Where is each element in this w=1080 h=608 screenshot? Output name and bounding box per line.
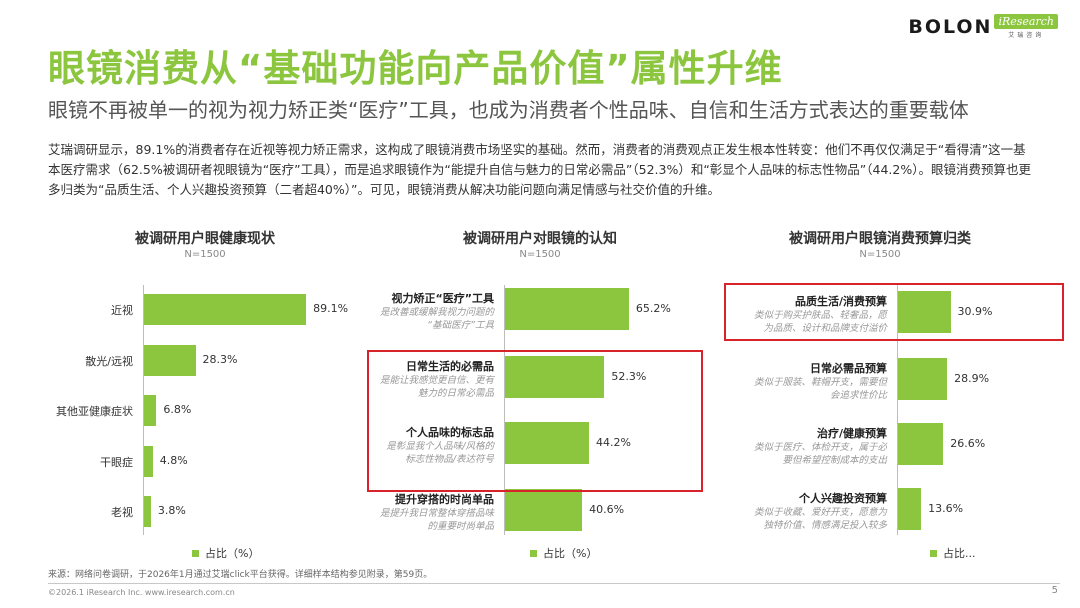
chart2-title: 被调研用户对眼镜的认知 xyxy=(463,231,617,247)
chart3-description-line: 会追求性价比 xyxy=(829,390,887,401)
chart2-legend: 占比（%） xyxy=(530,545,597,561)
chart3-title: 被调研用户眼镜消费预算归类 xyxy=(789,231,971,247)
chart1-category-label: 散光/远视 xyxy=(85,355,133,368)
chart1-value-label: 6.8% xyxy=(163,403,192,416)
chart3-value-label: 28.9% xyxy=(954,372,990,385)
chart2-description-line: 魅力的日常必需品 xyxy=(417,388,494,399)
intro-paragraph: 艾瑞调研显示，89.1%的消费者存在近视等视力矫正需求，这构成了眼镜消费市场坚实… xyxy=(48,142,1031,197)
footer-divider xyxy=(48,583,1060,584)
page-number: 5 xyxy=(1051,585,1058,596)
partner-logo: iResearch 艾瑞咨询 xyxy=(994,14,1058,39)
source-note: 来源：网络问卷调研，于2026年1月通过艾瑞click平台获得。详细样本结构参见… xyxy=(48,570,433,580)
chart3-category-description: 类似于服装、鞋帽开支，需要但会追求性价比 xyxy=(754,376,887,402)
chart3-description-line: 类似于医疗、体检开支，属于必 xyxy=(753,442,887,453)
chart1-axis xyxy=(143,285,144,535)
chart2-axis xyxy=(504,285,505,535)
chart1-legend-swatch xyxy=(192,549,199,557)
chart1-value-label: 28.3% xyxy=(202,353,238,366)
chart2-category-description: 是彰显我个人品味/风格的标志性物品/表达符号 xyxy=(386,440,494,466)
chart1-bar xyxy=(144,394,157,426)
chart2-category-label: 提升穿搭的时尚单品 xyxy=(395,493,494,506)
chart2-category-label: 个人品味的标志品 xyxy=(406,426,494,439)
chart1-value-label: 89.1% xyxy=(313,302,349,315)
chart2-description-line: 是改善或缓解我视力问题的 xyxy=(379,307,494,318)
chart2-legend-label: 占比（%） xyxy=(543,547,598,560)
chart2-category-description: 是能让我感觉更自信、更有魅力的日常必需品 xyxy=(380,374,494,400)
chart1-bar xyxy=(144,344,196,376)
chart2-category-label: 视力矫正“医疗”工具 xyxy=(391,292,494,305)
chart3-description-line: 独特价值、情感满足投入较多 xyxy=(763,520,887,531)
chart2-value-label: 52.3% xyxy=(611,370,647,383)
chart3-axis xyxy=(897,285,898,535)
chart2-value-label: 44.2% xyxy=(595,436,631,449)
chart2-description-line: 标志性物品/表达符号 xyxy=(405,454,494,465)
chart3-description-line: 类似于购买护肤品、轻奢品，愿 xyxy=(753,310,887,321)
chart2-category-description: 是改善或缓解我视力问题的 “基础医疗”工具 xyxy=(380,306,494,332)
partner-name-cn: 艾瑞咨询 xyxy=(1008,32,1045,39)
chart1-legend: 占比（%） xyxy=(192,545,259,561)
partner-name: iResearch xyxy=(994,14,1058,29)
chart3-category-label: 日常必需品预算 xyxy=(810,362,887,375)
chart2-bar xyxy=(505,356,605,398)
chart1-bar xyxy=(144,445,153,477)
page-title: 眼镜消费从“基础功能向产品价值”属性升维 xyxy=(48,47,783,90)
chart3-description-line: 类似于收藏、爱好开支，愿意为 xyxy=(753,507,887,518)
chart3-category-description: 类似于收藏、爱好开支，愿意为独特价值、情感满足投入较多 xyxy=(754,506,887,532)
page-subtitle: 眼镜不再被单一的视为视力矫正类“医疗”工具，也成为消费者个性品味、自信和生活方式… xyxy=(48,98,969,122)
copyright: ©2026.1 iResearch Inc. www.iresearch.com… xyxy=(48,588,235,597)
chart3-bar xyxy=(898,488,922,530)
chart2-description-line: “基础医疗”工具 xyxy=(427,320,494,331)
highlight-box-perception xyxy=(367,350,703,492)
chart3-legend-label: 占比... xyxy=(943,547,976,560)
chart2-description-line: 是提升我日常整体穿搭品味 xyxy=(379,508,494,519)
chart2-description-line: 是能让我感觉更自信、更有 xyxy=(379,375,494,386)
chart1-n-label: N=1500 xyxy=(184,249,226,260)
chart3-bar xyxy=(898,358,948,400)
chart1-value-label: 3.8% xyxy=(157,504,186,517)
chart1-category-label: 其他亚健康症状 xyxy=(56,405,133,418)
chart2-value-label: 65.2% xyxy=(635,302,671,315)
chart2-bar xyxy=(505,489,583,531)
chart1-category-label: 干眼症 xyxy=(100,456,133,469)
chart1-category-label: 近视 xyxy=(111,304,133,317)
chart3-description-line: 类似于服装、鞋帽开支，需要但 xyxy=(753,377,887,388)
chart2-description-line: 是彰显我个人品味/风格的 xyxy=(386,441,494,452)
chart3-value-label: 26.6% xyxy=(950,437,986,450)
chart1-bar xyxy=(144,293,307,325)
chart1-category-label: 老视 xyxy=(111,506,133,519)
chart2-n-label: N=1500 xyxy=(519,249,561,260)
chart2-bar xyxy=(505,422,589,464)
chart3-category-label: 个人兴趣投资预算 xyxy=(799,492,887,505)
chart3-category-label: 治疗/健康预算 xyxy=(816,427,887,440)
chart3-bar xyxy=(898,291,951,333)
chart3-value-label: 30.9% xyxy=(957,305,993,318)
highlight-box-budget xyxy=(724,283,1064,341)
chart1-title: 被调研用户眼健康现状 xyxy=(135,231,275,247)
chart2-value-label: 40.6% xyxy=(589,503,625,516)
chart1-value-label: 4.8% xyxy=(159,454,188,467)
chart2-legend-swatch xyxy=(530,549,537,557)
chart3-description-line: 要但希望控制成本的支出 xyxy=(782,455,887,466)
chart2-bar xyxy=(505,288,629,330)
chart3-category-description: 类似于购买护肤品、轻奢品，愿为品质、设计和品牌支付溢价 xyxy=(754,309,887,335)
chart3-bar xyxy=(898,423,944,465)
chart3-n-label: N=1500 xyxy=(859,249,901,260)
chart3-value-label: 13.6% xyxy=(928,502,964,515)
chart2-description-line: 的重要时尚单品 xyxy=(427,521,494,532)
chart3-category-label: 品质生活/消费预算 xyxy=(794,295,887,308)
chart3-legend-swatch xyxy=(930,549,937,557)
chart2-category-label: 日常生活的必需品 xyxy=(406,360,494,373)
chart3-description-line: 为品质、设计和品牌支付溢价 xyxy=(763,323,887,334)
chart3-legend: 占比... xyxy=(930,545,976,561)
chart2-category-description: 是提升我日常整体穿搭品味的重要时尚单品 xyxy=(380,507,494,533)
brand-name: BOLON xyxy=(908,15,993,38)
chart1-legend-label: 占比（%） xyxy=(205,547,260,560)
chart3-category-description: 类似于医疗、体检开支，属于必要但希望控制成本的支出 xyxy=(754,441,887,467)
chart1-bar xyxy=(144,495,151,527)
brand-logo: BOLON iResearch 艾瑞咨询 xyxy=(908,14,1058,39)
